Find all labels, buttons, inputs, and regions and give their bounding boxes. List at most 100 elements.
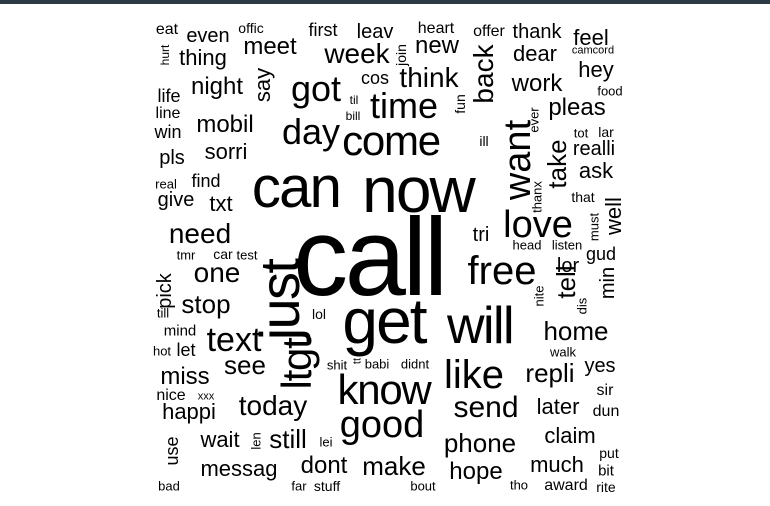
- cloud-word: mobil: [196, 111, 254, 138]
- cloud-word: need: [168, 218, 232, 249]
- cloud-word: cos: [360, 68, 390, 88]
- cloud-word: dont: [300, 452, 348, 479]
- cloud-word: ever: [526, 107, 542, 133]
- cloud-word: will: [447, 297, 515, 355]
- cloud-word: wait: [200, 427, 240, 452]
- cloud-word: first: [308, 20, 338, 40]
- cloud-word: pls: [159, 147, 185, 169]
- cloud-word: lol: [311, 306, 327, 322]
- cloud-word: nice: [156, 387, 186, 404]
- cloud-word: got: [290, 68, 342, 109]
- cloud-word: good: [339, 404, 425, 446]
- top-border: [0, 0, 770, 4]
- cloud-word: see: [224, 350, 266, 380]
- cloud-word: love: [503, 204, 573, 246]
- cloud-word: stuff: [313, 478, 341, 494]
- cloud-word: phone: [443, 428, 517, 458]
- cloud-word: thanx: [529, 181, 545, 213]
- cloud-word: fun: [452, 94, 468, 114]
- cloud-word: yes: [584, 355, 616, 377]
- cloud-word: dear: [512, 41, 558, 66]
- cloud-word: that: [571, 189, 595, 205]
- cloud-word: rite: [596, 479, 616, 495]
- cloud-word: time: [369, 85, 439, 126]
- cloud-word: home: [543, 316, 609, 346]
- cloud-word: miss: [160, 363, 210, 390]
- cloud-word: camcord: [571, 44, 615, 57]
- cloud-word: can: [251, 155, 342, 220]
- cloud-word: didnt: [400, 356, 430, 372]
- cloud-word: bill: [345, 109, 361, 123]
- cloud-word: car: [213, 246, 233, 262]
- cloud-word: bout: [410, 478, 436, 494]
- cloud-word: babi: [364, 356, 390, 372]
- cloud-word: tmr: [176, 247, 196, 263]
- cloud-word: day: [281, 111, 341, 152]
- cloud-word: real: [155, 176, 177, 192]
- cloud-word: thank: [512, 21, 562, 43]
- cloud-word: walk: [549, 344, 577, 360]
- cloud-word: take: [542, 139, 572, 189]
- cloud-word: leav: [356, 21, 394, 43]
- cloud-word: award: [544, 477, 588, 494]
- cloud-word: win: [154, 122, 182, 142]
- cloud-word: tt: [351, 357, 364, 365]
- cloud-word: test: [236, 247, 258, 263]
- cloud-word: join: [393, 44, 409, 66]
- cloud-word: len: [248, 432, 264, 450]
- cloud-word: txt: [209, 191, 233, 216]
- cloud-word: think: [399, 62, 459, 93]
- cloud-word: make: [362, 451, 426, 481]
- cloud-word: must: [586, 212, 602, 242]
- cloud-word: text: [206, 321, 262, 359]
- cloud-word: life: [157, 86, 181, 106]
- cloud-word: lei: [319, 434, 333, 450]
- cloud-word: head: [512, 237, 542, 253]
- cloud-word: offic: [238, 20, 264, 36]
- cloud-word: pick: [154, 273, 176, 309]
- cloud-word: tho: [509, 477, 529, 493]
- cloud-word: meet: [243, 33, 297, 60]
- cloud-word: know: [337, 366, 431, 413]
- cloud-word: hurt: [158, 44, 172, 66]
- cloud-word: sir: [596, 382, 614, 399]
- cloud-word: min: [597, 266, 619, 300]
- cloud-word: like: [443, 353, 505, 397]
- cloud-word: find: [191, 171, 221, 191]
- cloud-word: gud: [585, 244, 617, 264]
- cloud-word: free: [467, 249, 537, 293]
- cloud-word: listen: [551, 237, 583, 253]
- cloud-word: ask: [578, 158, 614, 183]
- cloud-word: happi: [162, 399, 216, 424]
- cloud-word: sorri: [204, 139, 248, 164]
- cloud-word: night: [190, 73, 244, 100]
- cloud-word: line: [155, 105, 181, 122]
- cloud-word: today: [238, 390, 308, 421]
- cloud-word: pleas: [548, 94, 606, 121]
- cloud-word: call: [293, 196, 448, 319]
- cloud-word: new: [414, 32, 460, 59]
- cloud-word: shit: [326, 357, 348, 373]
- cloud-word: offer: [473, 23, 505, 40]
- cloud-word: eat: [155, 21, 179, 38]
- cloud-word: thing: [179, 45, 227, 70]
- cloud-word: still: [269, 424, 307, 454]
- cloud-word: say: [250, 67, 275, 103]
- cloud-word: dis: [574, 297, 590, 315]
- cloud-word: lor: [556, 255, 580, 277]
- cloud-word: much: [530, 452, 584, 477]
- word-cloud: call now get can just will ltgt know com…: [148, 14, 628, 498]
- cloud-word: ltgt: [273, 338, 320, 390]
- cloud-word: claim: [544, 423, 596, 448]
- cloud-word: well: [601, 197, 626, 235]
- cloud-word: give: [157, 189, 195, 211]
- cloud-word: send: [453, 391, 519, 424]
- cloud-word: later: [536, 394, 580, 419]
- cloud-word: bad: [158, 478, 180, 494]
- cloud-word: one: [193, 257, 241, 288]
- cloud-word: till: [156, 305, 170, 321]
- cloud-word: even: [186, 25, 230, 47]
- cloud-word: dun: [592, 403, 620, 420]
- cloud-word: lar: [598, 124, 614, 140]
- cloud-word: tri: [472, 224, 490, 246]
